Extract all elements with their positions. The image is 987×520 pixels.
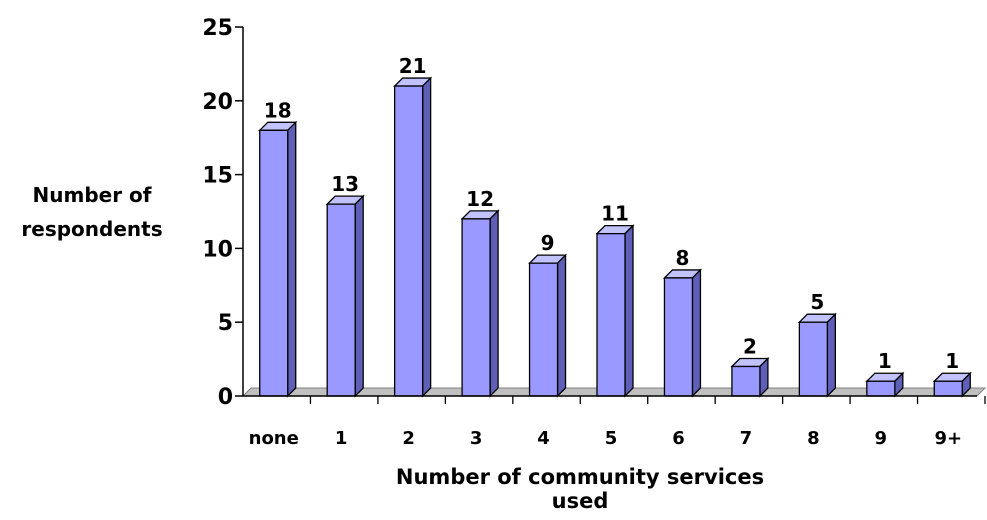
x-tick-label: 9+: [934, 428, 962, 449]
bar-side: [287, 120, 297, 398]
data-label: 11: [601, 202, 629, 226]
bar-side: [624, 224, 634, 398]
bar-side: [691, 268, 702, 398]
x-tick-label: 8: [807, 428, 820, 449]
x-tick-label: 9: [875, 428, 888, 449]
bar: [731, 365, 761, 397]
y-tick-label: 0: [218, 385, 233, 410]
bar-side: [556, 253, 567, 398]
bar: [933, 380, 963, 397]
data-label: 8: [675, 246, 689, 270]
bar: [663, 277, 694, 397]
y-tick-label: 5: [218, 311, 233, 336]
y-axis-title: Number of respondents: [0, 178, 184, 246]
x-tick-label: 1: [335, 428, 348, 449]
x-axis-title: Number of community services used: [395, 465, 765, 513]
bar: [866, 380, 896, 397]
bar-side: [354, 194, 364, 398]
bar: [798, 321, 829, 397]
x-tick-label: 6: [672, 428, 685, 449]
data-label: 1: [945, 349, 959, 373]
x-tick-label: 4: [537, 428, 550, 449]
bar: [596, 232, 626, 397]
bar: [461, 218, 491, 397]
bar: [326, 203, 356, 397]
bar-side: [421, 76, 432, 398]
bar: [259, 129, 289, 397]
bar: [528, 262, 559, 397]
x-tick-label: 5: [605, 428, 618, 449]
x-tick-label: none: [249, 428, 299, 449]
x-tick-label: 7: [740, 428, 753, 449]
data-label: 13: [331, 172, 359, 196]
y-tick-label: 20: [202, 90, 233, 115]
data-label: 12: [466, 187, 494, 211]
y-axis-title-line-2: respondents: [21, 217, 163, 241]
data-label: 21: [399, 54, 427, 78]
data-label: 18: [264, 98, 292, 122]
bar-side: [489, 209, 499, 398]
bar-side: [826, 312, 837, 398]
y-tick-label: 10: [202, 237, 233, 262]
bar: [393, 85, 424, 397]
data-label: 9: [541, 231, 555, 255]
y-tick-label: 15: [202, 164, 233, 189]
data-label: 1: [878, 349, 892, 373]
y-axis-title-line-1: Number of: [32, 183, 152, 207]
x-tick-label: 3: [470, 428, 483, 449]
data-label: 5: [810, 290, 824, 314]
data-label: 2: [743, 334, 757, 358]
x-tick-label: 2: [402, 428, 415, 449]
y-tick-label: 25: [202, 16, 233, 41]
